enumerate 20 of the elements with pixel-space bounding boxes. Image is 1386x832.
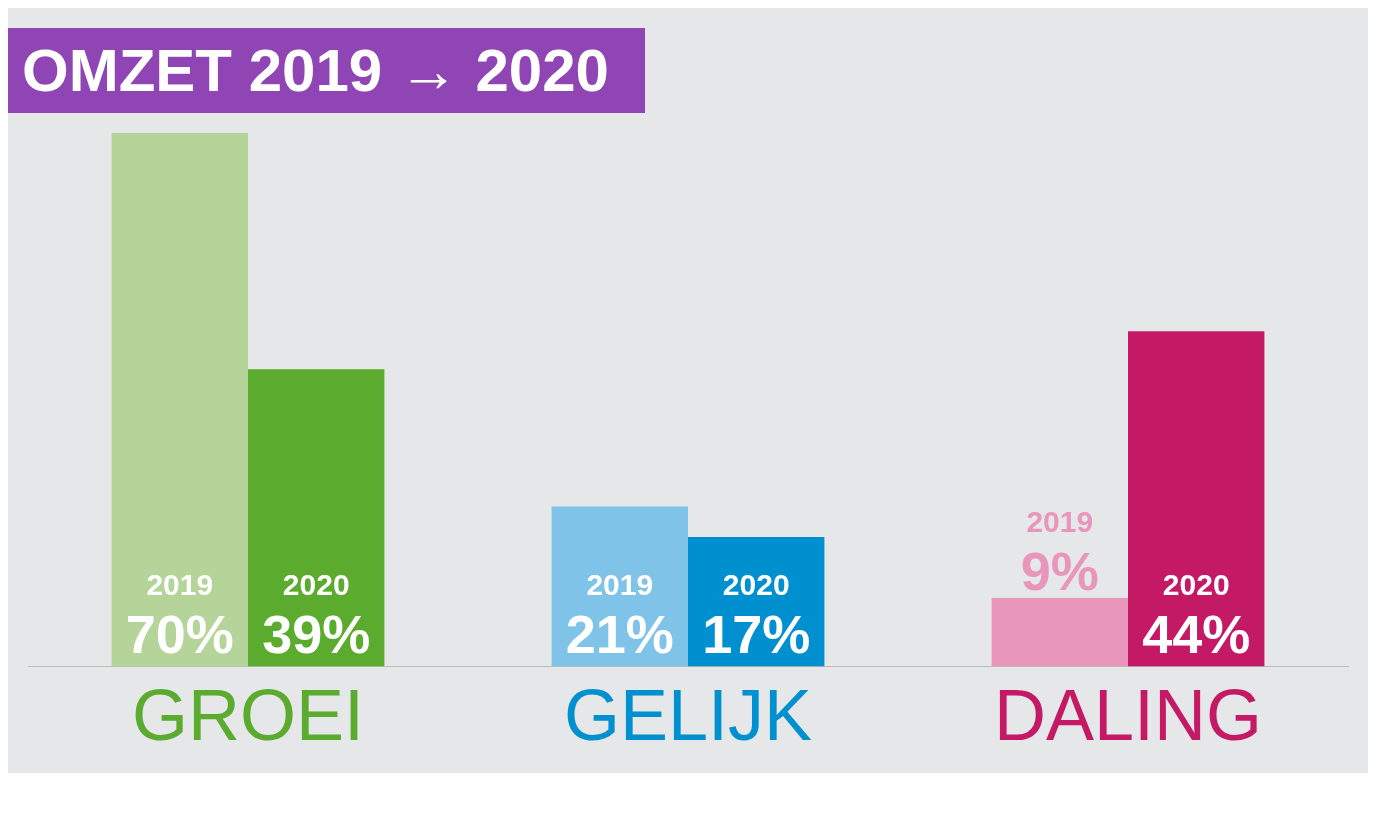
data-label: 70% — [125, 603, 234, 664]
text: 2019 — [146, 567, 214, 601]
bar — [248, 369, 385, 667]
data-label: 21% — [565, 603, 674, 664]
data-label: 44% — [1142, 603, 1251, 664]
x-tick-label: GELIJK — [563, 674, 813, 755]
text: 2020 — [1162, 567, 1230, 601]
text: 2019 — [1026, 504, 1094, 538]
data-label: 9% — [1020, 540, 1099, 601]
bar — [1128, 331, 1265, 667]
series-label: 2020 — [722, 567, 790, 601]
data-label: 39% — [262, 603, 371, 664]
chart-title: OMZET 2019 → 2020 — [8, 28, 645, 113]
bar — [991, 597, 1128, 667]
x-tick-label: DALING — [993, 674, 1263, 755]
series-label: 2019 — [586, 567, 654, 601]
data-label: 17% — [702, 603, 811, 664]
x-tick-label: GROEI — [131, 674, 365, 755]
bar — [111, 133, 248, 667]
text: 2020 — [282, 567, 350, 601]
